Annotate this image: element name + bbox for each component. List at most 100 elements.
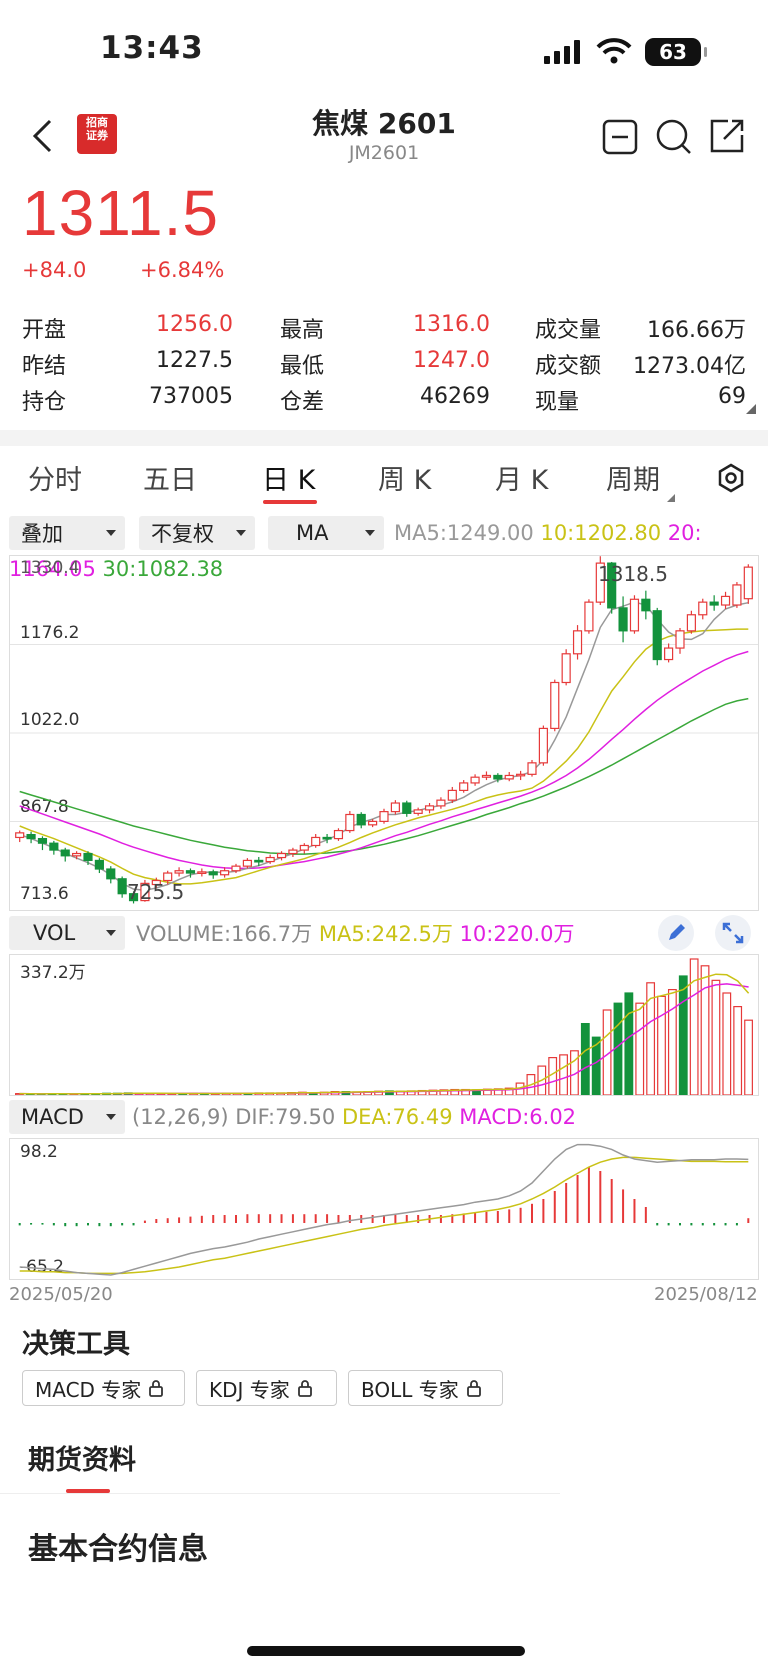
candle-body [163,872,173,882]
chevron-down-icon [106,530,116,536]
chart-settings-gear-icon[interactable] [716,463,746,493]
tab-5[interactable]: 周期 [606,465,660,496]
battery-icon: 63 [645,38,707,66]
ma5-line [19,601,749,892]
volume-max-label: 337.2万 [20,963,86,983]
overlay-select-label: 叠加 [21,522,63,546]
candle-body [288,849,298,855]
candle-body [220,870,230,876]
indicator-select[interactable]: MA [268,516,384,550]
candle-body [470,776,480,784]
quote-label: 成交额 [535,354,602,379]
expert-button-0[interactable]: MACD 专家 [22,1370,185,1406]
macd-dif: DIF:79.50 [235,1105,336,1129]
kline-plot [10,556,758,904]
candle-body [265,856,275,863]
tab-4[interactable]: 月 K [495,465,549,496]
volume-ma5-line [19,973,750,1095]
candle-body [572,630,583,655]
volume-indicator-select[interactable]: VOL [9,916,125,950]
candle-body [561,653,571,684]
volume-chart[interactable]: 337.2万 [9,954,759,1096]
volume-bar [559,1054,568,1095]
candle-body [185,870,196,874]
last-price: 1311.5 [22,177,219,249]
expert-button-2[interactable]: BOLL 专家 [348,1370,503,1406]
search-icon[interactable] [655,118,693,156]
fullscreen-button[interactable] [715,915,751,951]
candle-body [333,829,344,840]
lock-icon [466,1380,481,1397]
kline-chart[interactable]: 1330.4 1176.2 1022.0 867.8 713.6 1318.5 … [9,555,759,911]
macd-chart[interactable]: 98.2 -65.2 [9,1138,759,1280]
share-icon[interactable] [708,117,746,155]
expert-button-label: BOLL 专家 [361,1377,459,1402]
home-indicator[interactable] [247,1646,525,1656]
expand-icon [722,922,744,944]
ma20-value: 1164.05 [9,557,96,581]
macd-dea: DEA:76.49 [341,1105,453,1129]
volume-bar [722,992,732,1095]
expert-button-1[interactable]: KDJ 专家 [196,1370,337,1406]
adjust-select[interactable]: 不复权 [139,516,255,550]
overlay-select[interactable]: 叠加 [9,516,125,550]
y-axis-label-2: 1022.0 [20,710,80,730]
candle-body [527,762,537,775]
volume-legend: VOLUME:166.7万 MA5:242.5万 10:220.0万 [136,918,574,948]
quote-value: 737005 [149,384,233,409]
quote-value: 1273.04亿 [633,354,746,379]
tab-2[interactable]: 日 K [262,465,316,496]
volume-bar [744,1019,753,1095]
section-divider [0,430,768,446]
volume-bar [733,1005,743,1095]
macd-plot [18,1143,750,1276]
dea-line [19,1156,749,1275]
macd-indicator-select[interactable]: MACD [9,1100,125,1134]
macd-legend: (12,26,9) DIF:79.50 DEA:76.49 MACD:6.02 [132,1105,576,1129]
tab-0[interactable]: 分时 [28,465,82,496]
candle-body [26,833,36,840]
wifi-icon [596,38,632,64]
candle-body [550,681,560,730]
start-date: 2025/05/20 [9,1284,113,1305]
quote-label: 持仓 [22,390,67,415]
candle-body [413,809,423,814]
back-arrow-icon[interactable] [30,118,54,154]
contract-title: 焦煤 2601 [312,107,456,140]
remove-watchlist-icon[interactable] [602,119,638,155]
candle-body [709,601,719,606]
candle-body [538,727,548,764]
volume-ma5: MA5:242.5万 [318,922,453,946]
tab-1[interactable]: 五日 [143,465,197,496]
candle-body [356,813,366,826]
candle-body [345,813,355,832]
draw-tool-button[interactable] [658,915,694,951]
candle-body [584,601,594,632]
futures-tab-underline [66,1489,110,1493]
quote-value: 1227.5 [156,348,233,373]
price-change: +84.0 [22,258,87,282]
candle-body [117,878,127,895]
status-time: 13:43 [100,30,204,66]
expert-button-label: MACD 专家 [35,1377,142,1402]
expand-corner-icon[interactable] [746,404,756,414]
candle-body [516,773,526,777]
tab-3[interactable]: 周 K [378,465,432,496]
candle-body [493,774,503,780]
quote-label: 仓差 [280,390,325,415]
candle-body [743,566,753,600]
macd-value: MACD:6.02 [459,1105,577,1129]
candle-body [140,882,150,902]
y-axis-label-1: 1176.2 [20,623,80,643]
futures-info-tab[interactable]: 期货资料 [28,1445,136,1476]
candle-body [664,647,674,661]
contract-code: JM2601 [348,142,420,164]
candle-body [504,774,514,780]
quote-label: 最高 [280,318,325,343]
quote-label: 昨结 [22,354,67,379]
quote-value: 166.66万 [647,318,746,343]
ma30-line [19,697,749,855]
low-price-note: 725.5 [127,880,185,904]
active-tab-underline [263,500,317,504]
candle-body [254,859,264,863]
